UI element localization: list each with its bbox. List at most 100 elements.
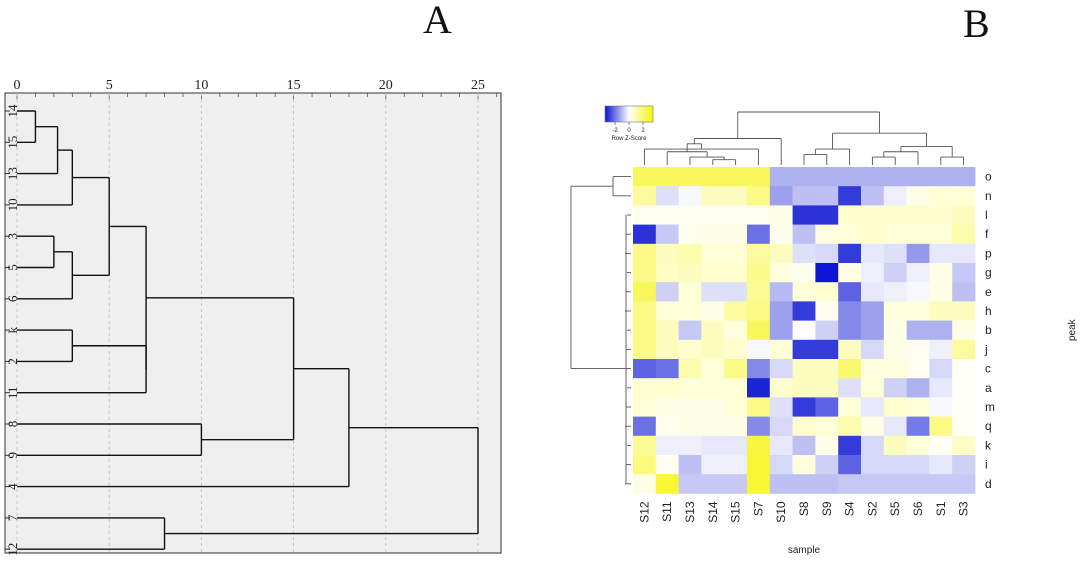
heatmap-cell bbox=[747, 320, 771, 341]
column-label: S10 bbox=[774, 501, 788, 523]
leaf-label: 13 bbox=[5, 167, 20, 180]
panel-label-a: A bbox=[423, 0, 452, 42]
heatmap-cell bbox=[883, 397, 907, 417]
heatmap-cell bbox=[724, 224, 748, 245]
column-label: S15 bbox=[729, 501, 743, 523]
heatmap-cell bbox=[815, 359, 839, 379]
heatmap-cell bbox=[724, 263, 748, 283]
heatmap-cell bbox=[906, 474, 930, 494]
heatmap-cell bbox=[906, 186, 930, 206]
heatmap-cell bbox=[906, 243, 930, 264]
heatmap-cell bbox=[655, 359, 679, 379]
heatmap-cell bbox=[906, 378, 930, 398]
heatmap-cell bbox=[952, 416, 976, 437]
heatmap-cell bbox=[815, 243, 839, 264]
leaf-label: 2 bbox=[5, 358, 20, 365]
heatmap-cell bbox=[883, 263, 907, 283]
heatmap-cell bbox=[861, 263, 885, 283]
heatmap-cell bbox=[952, 359, 976, 379]
heatmap-cell bbox=[952, 243, 976, 264]
heatmap-cell bbox=[929, 224, 953, 245]
dendrogram-panel-a: 0 5 10 15 20 25 14 15 13 10 3 5 6 k 2 11 8 9 4 7 12 bbox=[4, 78, 502, 556]
heatmap-cell bbox=[747, 167, 771, 187]
row-label: f bbox=[985, 227, 989, 241]
x-tick-label: 20 bbox=[379, 78, 393, 93]
heatmap-cell bbox=[906, 320, 930, 341]
leaf-label: 4 bbox=[5, 483, 20, 490]
heatmap-cell bbox=[883, 474, 907, 494]
heatmap-cell bbox=[838, 186, 862, 206]
heatmap-cell bbox=[906, 359, 930, 379]
heatmap-cell bbox=[883, 416, 907, 437]
heatmap-cell bbox=[929, 435, 953, 456]
heatmap-cell bbox=[769, 339, 793, 360]
heatmap-cell bbox=[838, 224, 862, 245]
heatmap-cell bbox=[678, 224, 702, 245]
heatmap-cell bbox=[678, 263, 702, 283]
row-label: m bbox=[985, 400, 995, 414]
row-label: d bbox=[985, 477, 992, 491]
heatmap-cell bbox=[769, 320, 793, 341]
leaf-label: 8 bbox=[5, 421, 20, 428]
heatmap-cell bbox=[929, 359, 953, 379]
row-label: i bbox=[985, 458, 988, 472]
heatmap-cell bbox=[906, 455, 930, 475]
heatmap-cell bbox=[701, 378, 725, 398]
heatmap-cell bbox=[678, 397, 702, 417]
heatmap-cell bbox=[747, 243, 771, 264]
heatmap-cell bbox=[678, 320, 702, 341]
heatmap-cell bbox=[838, 378, 862, 398]
heatmap-cell bbox=[633, 320, 657, 341]
heatmap-cell bbox=[815, 205, 839, 225]
heatmap-cell bbox=[701, 301, 725, 321]
heatmap-cell bbox=[906, 416, 930, 437]
heatmap-cell bbox=[792, 301, 816, 321]
column-label: S2 bbox=[865, 501, 879, 516]
column-label: S12 bbox=[637, 501, 651, 523]
heatmap-cell bbox=[815, 282, 839, 302]
heatmap-cell bbox=[633, 474, 657, 494]
heatmap-cell bbox=[906, 435, 930, 456]
heatmap-cell bbox=[724, 339, 748, 360]
heatmap-cell bbox=[929, 243, 953, 264]
heatmap-cell bbox=[678, 186, 702, 206]
heatmap-cell bbox=[633, 263, 657, 283]
column-label: S3 bbox=[957, 501, 971, 516]
heatmap-cell bbox=[929, 263, 953, 283]
heatmap-cell bbox=[655, 205, 679, 225]
heatmap-cell bbox=[633, 282, 657, 302]
heatmap-cell bbox=[701, 455, 725, 475]
heatmap-cell bbox=[769, 205, 793, 225]
heatmap-cell bbox=[678, 359, 702, 379]
heatmap-cell bbox=[929, 301, 953, 321]
heatmap-cell bbox=[792, 397, 816, 417]
heatmap-cell bbox=[633, 339, 657, 360]
heatmap-cell bbox=[792, 378, 816, 398]
heatmap-cell bbox=[838, 474, 862, 494]
heatmap-cell bbox=[906, 282, 930, 302]
heatmap-cell bbox=[655, 397, 679, 417]
heatmap-cell bbox=[883, 224, 907, 245]
x-tick-label: 5 bbox=[106, 78, 113, 93]
heatmap-cell bbox=[952, 455, 976, 475]
heatmap-cell bbox=[701, 474, 725, 494]
heatmap-cell bbox=[678, 435, 702, 456]
x-axis-title: sample bbox=[788, 545, 821, 556]
heatmap-cell bbox=[815, 455, 839, 475]
heatmap-cell bbox=[861, 224, 885, 245]
heatmap-cell bbox=[883, 320, 907, 341]
heatmap-cell bbox=[724, 205, 748, 225]
heatmap-cell bbox=[861, 416, 885, 437]
heatmap-cell bbox=[929, 474, 953, 494]
row-label: h bbox=[985, 304, 992, 318]
heatmap-cell bbox=[861, 167, 885, 187]
heatmap-cell bbox=[792, 282, 816, 302]
heatmap-cell bbox=[701, 416, 725, 437]
heatmap-cell bbox=[769, 243, 793, 264]
heatmap-cell bbox=[701, 243, 725, 264]
heatmap-cell bbox=[701, 263, 725, 283]
heatmap-cell bbox=[929, 186, 953, 206]
leaf-label: 6 bbox=[5, 295, 20, 302]
color-key-tick-label: 0 bbox=[627, 128, 631, 134]
